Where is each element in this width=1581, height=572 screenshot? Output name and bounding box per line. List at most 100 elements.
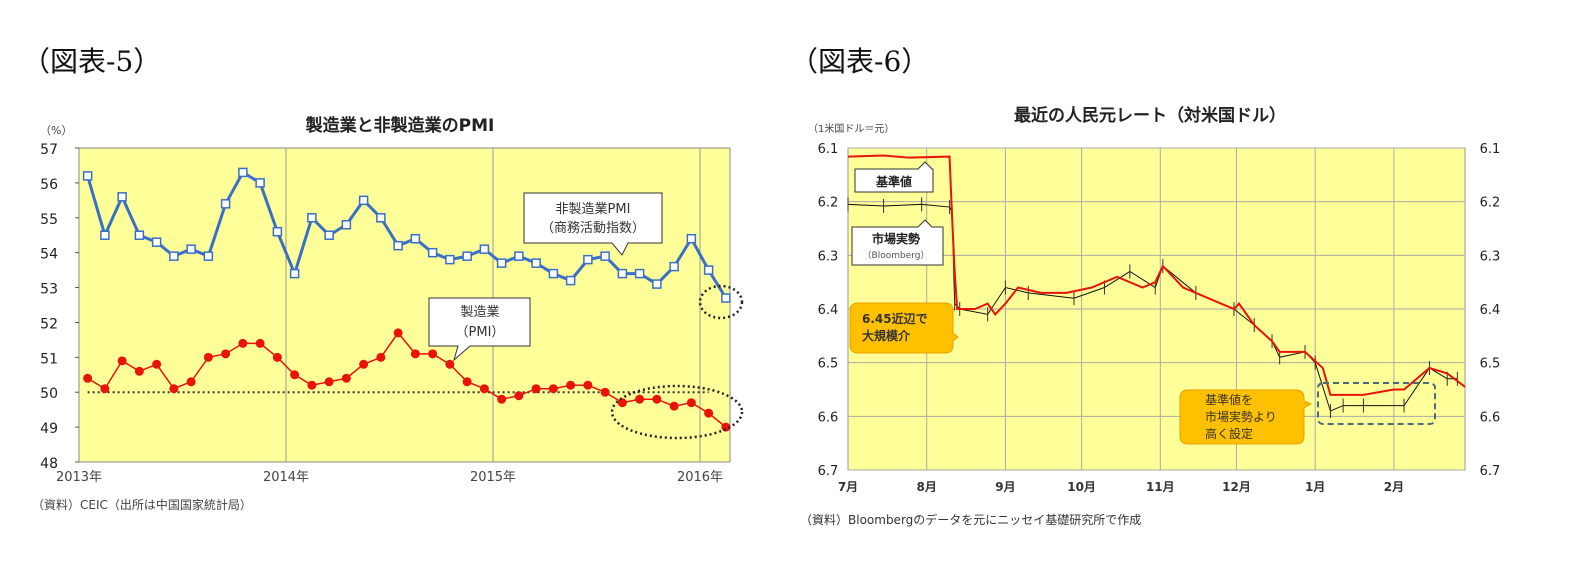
series-line-fixing: [847, 154, 1466, 396]
y-tick-label: 55: [40, 212, 58, 228]
data-point: [427, 247, 438, 258]
figure-5-label: （図表-5）: [22, 45, 162, 78]
data-point: [514, 251, 524, 261]
data-point: [393, 328, 403, 338]
callout-text: 基準値を: [1205, 392, 1253, 407]
data-point: [393, 240, 403, 251]
data-point: [186, 244, 196, 254]
x-tick-label: 12月: [1222, 480, 1251, 494]
y-tick-label-right: 6.3: [1480, 249, 1501, 264]
x-tick-label: 11月: [1146, 480, 1175, 494]
callout-box: [851, 219, 944, 266]
data-point: [479, 384, 489, 394]
data-point: [721, 293, 731, 303]
data-point: [289, 268, 300, 279]
callout-text: 非製造業PMI: [556, 201, 631, 217]
data-point: [652, 394, 662, 404]
callout-text: 6.45近辺で: [862, 311, 928, 326]
data-point: [548, 268, 559, 279]
data-point: [117, 192, 127, 202]
data-point: [134, 366, 144, 376]
figure-6-label: （図表-6）: [790, 45, 930, 78]
y-tick-label: 48: [40, 456, 58, 472]
data-point: [186, 377, 196, 387]
y-tick-label-right: 6.6: [1480, 410, 1501, 425]
data-point: [100, 230, 110, 240]
y-tick-label: 57: [40, 142, 58, 158]
data-point: [479, 244, 490, 254]
source-note: （資料）Bloombergのデータを元にニッセイ基礎研究所で作成: [800, 512, 1141, 527]
data-point: [134, 230, 145, 240]
callout-box: [849, 302, 959, 354]
callout-box: [523, 192, 663, 256]
y-tick-label-right: 6.2: [1480, 196, 1501, 211]
data-point: [686, 233, 697, 244]
callout-text: （Bloomberg）: [863, 250, 930, 261]
data-point: [117, 356, 127, 366]
x-tick-label: 9月: [995, 480, 1015, 494]
y-tick-label: 50: [40, 386, 58, 402]
callout-text: 大規模介: [862, 328, 911, 343]
data-point: [462, 251, 472, 261]
data-point: [255, 338, 265, 348]
data-point: [83, 373, 93, 383]
data-point: [307, 213, 317, 223]
data-point: [669, 261, 679, 272]
data-point: [324, 230, 334, 240]
y-tick-label: 49: [40, 421, 58, 437]
data-point: [669, 401, 679, 411]
data-point: [341, 373, 351, 383]
y-tick-label-left: 6.3: [818, 249, 839, 264]
data-point: [358, 195, 369, 206]
x-tick-label: 7月: [838, 480, 858, 494]
data-point: [703, 265, 714, 275]
callout-text: 市場実勢より: [1205, 409, 1277, 424]
y-tick-label-right: 6.5: [1480, 357, 1501, 372]
callout-non-manufacturing: 非製造業PMI （商務活動指数）: [523, 192, 663, 256]
data-point: [445, 359, 455, 369]
data-point: [600, 387, 610, 397]
data-point: [652, 279, 662, 289]
y-tick-label-right: 6.4: [1480, 303, 1501, 318]
y-tick-label: 52: [40, 316, 58, 332]
callout-box: [854, 161, 934, 193]
data-point: [410, 233, 421, 244]
y-tick-label-right: 6.7: [1480, 464, 1501, 479]
callout-market: 市場実勢 （Bloomberg）: [851, 219, 944, 266]
y-tick-label: 51: [40, 351, 58, 367]
callout-text: （商務活動指数）: [541, 221, 645, 236]
data-point: [704, 408, 714, 418]
callout-text: 基準値: [875, 174, 912, 189]
data-point: [169, 384, 179, 394]
callout-text: 高く設定: [1205, 426, 1253, 441]
y-tick-label-left: 6.2: [818, 196, 839, 211]
y-tick-label-left: 6.4: [818, 303, 839, 318]
data-point: [376, 213, 386, 223]
x-tick-label: 8月: [917, 480, 937, 494]
data-point: [255, 178, 265, 188]
data-point: [462, 377, 472, 387]
data-point: [376, 352, 386, 362]
x-tick-label: 2015年: [470, 470, 516, 485]
source-note: （資料）CEIC（出所は中国国家統計局）: [32, 497, 252, 512]
callout-box: [1179, 389, 1313, 445]
data-point: [531, 384, 541, 394]
chart-title: 製造業と非製造業のPMI: [305, 115, 495, 136]
y-tick-label-left: 6.6: [818, 410, 839, 425]
data-point: [634, 268, 645, 279]
y-tick-label: 53: [40, 282, 58, 298]
x-tick-label: 2013年: [56, 470, 102, 485]
data-point: [497, 394, 507, 404]
data-point: [600, 251, 610, 261]
highlight-box: [1317, 382, 1436, 425]
data-point: [565, 275, 576, 286]
data-point: [82, 171, 93, 181]
callout-manufacturing: 製造業 （PMI）: [428, 297, 531, 362]
highlight-ellipse-non-manufacturing: [698, 284, 744, 320]
callout-text: （PMI）: [456, 325, 505, 340]
data-point: [324, 377, 334, 387]
data-point: [221, 349, 231, 359]
y-axis-unit: （1米国ドル＝元）: [808, 122, 894, 135]
data-point: [548, 384, 558, 394]
